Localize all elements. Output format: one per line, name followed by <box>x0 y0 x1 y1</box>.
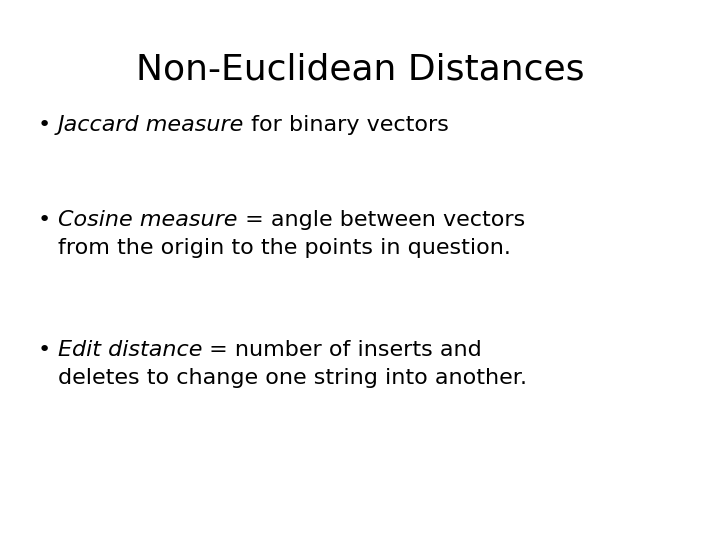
Text: from the origin to the points in question.: from the origin to the points in questio… <box>58 238 511 258</box>
Text: •: • <box>38 210 51 230</box>
Text: •: • <box>38 340 51 360</box>
Text: Cosine measure: Cosine measure <box>58 210 238 230</box>
Text: = angle between vectors: = angle between vectors <box>238 210 525 230</box>
Text: for binary vectors: for binary vectors <box>244 115 449 135</box>
Text: Non-Euclidean Distances: Non-Euclidean Distances <box>136 52 584 86</box>
Text: deletes to change one string into another.: deletes to change one string into anothe… <box>58 368 527 388</box>
Text: Edit distance: Edit distance <box>58 340 202 360</box>
Text: Jaccard measure: Jaccard measure <box>58 115 244 135</box>
Text: •: • <box>38 115 51 135</box>
Text: = number of inserts and: = number of inserts and <box>202 340 482 360</box>
